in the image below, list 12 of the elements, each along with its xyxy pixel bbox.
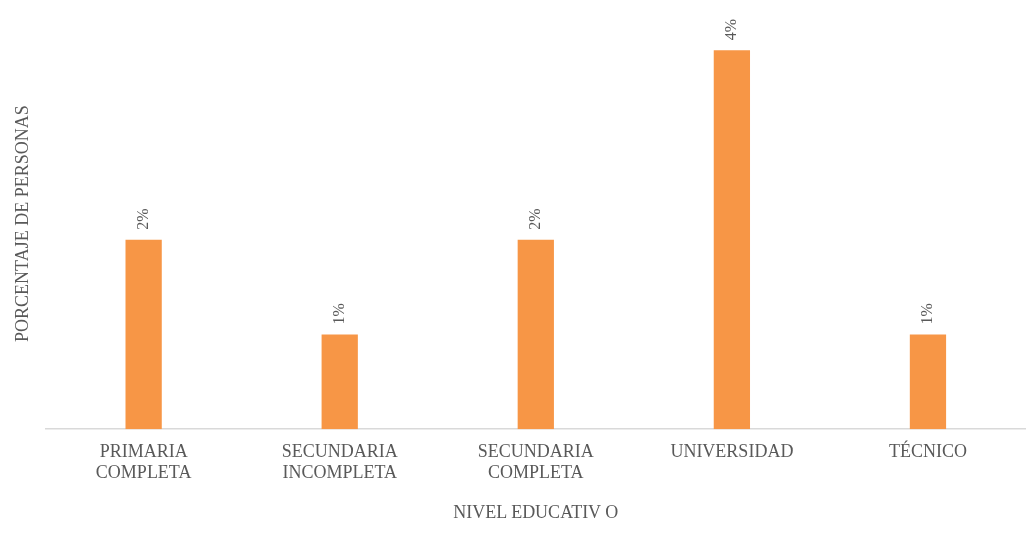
x-axis-title: NIVEL EDUCATIV O: [453, 501, 619, 522]
data-label: 1%: [329, 303, 347, 325]
x-tick-label: UNIVERSIDAD: [670, 440, 794, 461]
x-tick-label: SECUNDARIA COMPLETA: [477, 440, 594, 483]
data-label: 4%: [722, 18, 740, 41]
x-tick-label: PRIMARIA COMPLETA: [95, 440, 192, 483]
x-tick-label: TÉCNICO: [888, 439, 967, 461]
data-label: 2%: [526, 208, 543, 230]
y-axis-title: PORCENTAJE DE PERSONAS: [11, 105, 32, 342]
x-tick-label: SECUNDARIA INCOMPLETA: [281, 440, 398, 483]
data-label: 1%: [918, 303, 936, 325]
data-label: 2%: [133, 208, 151, 230]
